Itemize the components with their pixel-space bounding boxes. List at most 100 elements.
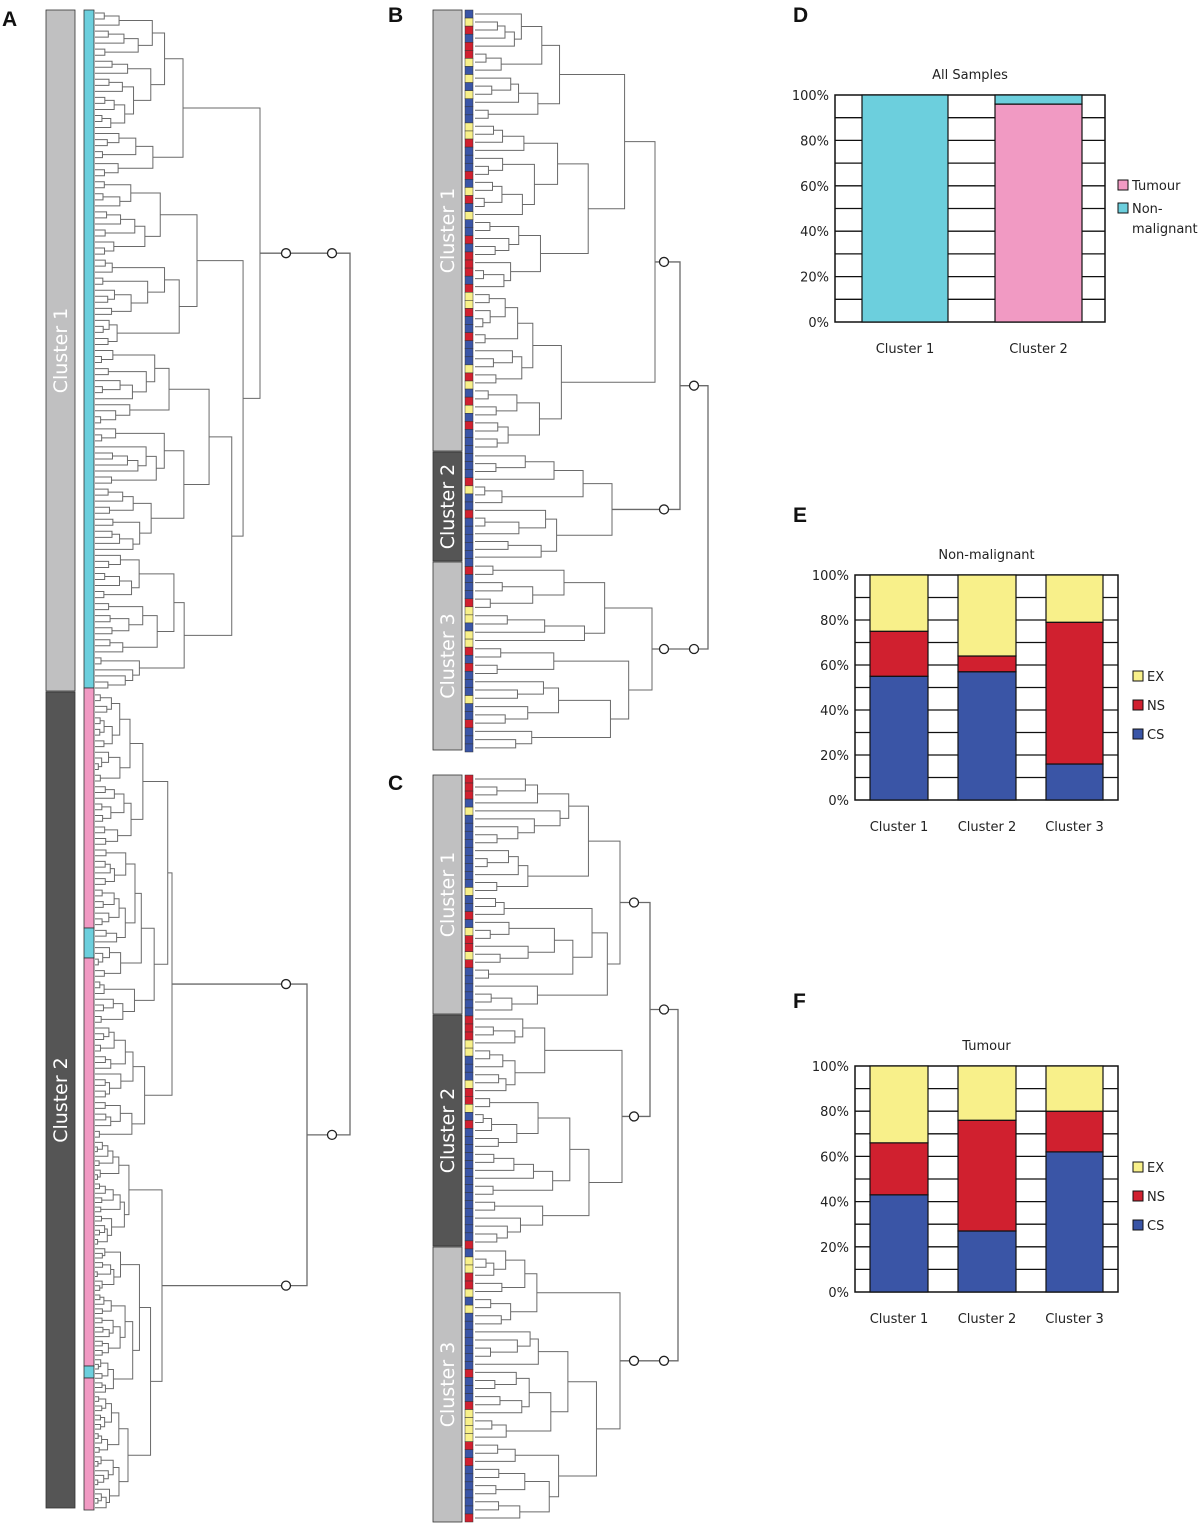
cluster-bar xyxy=(432,1246,463,1523)
cluster-bar xyxy=(45,9,76,692)
dendrogram-branch xyxy=(475,85,493,95)
y-tick-label: 60% xyxy=(800,180,829,195)
y-tick-label: 80% xyxy=(800,134,829,149)
leaf-group-tumour xyxy=(83,1377,95,1511)
dendrogram-branch xyxy=(95,1113,107,1121)
dendrogram-branch xyxy=(497,652,555,670)
dendrogram-branch xyxy=(475,374,497,384)
dendrogram-branch xyxy=(95,1460,99,1467)
dendrogram-branch xyxy=(515,1454,560,1498)
dendrogram-branch xyxy=(95,1027,110,1038)
dendrogram-branch xyxy=(95,455,128,466)
dendrogram-branch xyxy=(95,717,101,725)
dendrogram-branch xyxy=(490,586,534,604)
cluster-bar xyxy=(432,774,463,1015)
dendrogram-branch xyxy=(95,554,121,565)
cluster-bar xyxy=(432,1014,463,1247)
x-tick-label: Cluster 1 xyxy=(876,342,935,357)
dendrogram-branch xyxy=(105,218,136,234)
dendrogram-branch xyxy=(475,997,513,1011)
chart-title: Tumour xyxy=(961,1039,1011,1054)
legend-swatch-ns xyxy=(1132,1190,1144,1202)
dendrogram-branch xyxy=(475,294,490,304)
dendrogram-branch xyxy=(475,1185,494,1195)
y-tick-label: 100% xyxy=(792,89,829,104)
dendrogram-branch xyxy=(95,603,110,611)
y-tick-label: 100% xyxy=(812,569,849,584)
cluster-bar xyxy=(432,9,463,452)
dendrogram-branch xyxy=(95,1079,106,1086)
dendrogram-branch xyxy=(475,57,502,71)
panel-label-f: F xyxy=(793,990,806,1013)
dendrogram-branch xyxy=(95,1174,98,1180)
dendrogram-branch xyxy=(103,725,113,745)
bar-segment-cs xyxy=(869,675,929,801)
dendrogram-branch xyxy=(95,1396,100,1402)
dendrogram-branch xyxy=(501,26,543,65)
dendrogram-branch xyxy=(475,1225,508,1239)
dendrogram-branch xyxy=(475,1262,495,1276)
dendrogram-branch xyxy=(475,1054,504,1068)
node-marker xyxy=(280,978,292,990)
dendrogram-branch xyxy=(100,697,112,710)
x-tick-label: Cluster 2 xyxy=(958,820,1017,835)
dendrogram-branch xyxy=(475,784,539,804)
dendrogram-branch xyxy=(117,802,132,837)
dendrogram-branch xyxy=(104,38,139,53)
sample-leaf xyxy=(464,1513,474,1523)
node-marker xyxy=(280,1280,292,1291)
legend-label-non-malignant: Non- xyxy=(1132,202,1163,217)
dendrogram-branch xyxy=(475,109,489,119)
dendrogram-branch xyxy=(118,145,154,169)
dendrogram-branch xyxy=(485,307,519,340)
dendrogram-branch xyxy=(95,1326,104,1333)
dendrogram-branch xyxy=(97,1264,112,1275)
cluster-label: Cluster 1 xyxy=(50,308,72,394)
bar-segment-ns xyxy=(869,1142,929,1196)
legend-label-ex: EX xyxy=(1147,670,1164,685)
dendrogram-branch xyxy=(118,1428,129,1483)
dendrogram-branch xyxy=(95,642,124,653)
y-tick-label: 80% xyxy=(820,1105,849,1120)
dendrogram-branch xyxy=(475,1420,493,1430)
dendrogram-branch xyxy=(120,1051,134,1082)
dendrogram-branch xyxy=(111,1305,126,1338)
dendrogram-branch xyxy=(102,892,115,906)
dendrogram-branch xyxy=(95,675,126,686)
y-tick-label: 100% xyxy=(812,1060,849,1075)
dendrogram-branch xyxy=(95,1130,100,1138)
panel-label-d: D xyxy=(793,4,809,27)
dendrogram-branch xyxy=(127,1306,152,1456)
dendrogram-branch xyxy=(95,151,103,159)
dendrogram-branch xyxy=(475,856,519,876)
dendrogram-branch xyxy=(95,1493,102,1502)
cluster-label: Cluster 2 xyxy=(437,464,459,550)
dendrogram-branch xyxy=(120,892,142,964)
dendrogram-branch xyxy=(475,83,520,103)
node-marker xyxy=(688,380,700,391)
dendrogram-branch xyxy=(160,214,198,308)
dendrogram-branch xyxy=(95,214,122,225)
dendrogram-branch xyxy=(506,1392,552,1432)
dendrogram-branch xyxy=(475,739,517,749)
dendrogram-branch xyxy=(510,1273,538,1313)
node-marker xyxy=(658,256,670,268)
dendrogram-branch xyxy=(95,705,108,713)
dendrogram-branch xyxy=(102,280,149,304)
dendrogram-branch xyxy=(95,380,121,391)
cluster-label: Cluster 3 xyxy=(437,1342,459,1428)
y-tick-label: 0% xyxy=(828,1286,849,1301)
dendrogram-branch xyxy=(515,1027,546,1074)
dendrogram-branch xyxy=(95,1073,122,1089)
dendrogram-branch xyxy=(99,1438,109,1451)
dendrogram-branch xyxy=(475,969,490,979)
dendrogram-branch xyxy=(475,521,520,535)
dendrogram-branch xyxy=(112,267,166,293)
dendrogram-branch xyxy=(484,185,503,203)
dendrogram-branch xyxy=(120,1264,140,1351)
dendrogram-branch xyxy=(108,324,118,342)
dendrogram-branch xyxy=(111,702,121,736)
dendrogram-branch xyxy=(95,337,109,345)
bar-segment-cs xyxy=(1045,1151,1104,1293)
dendrogram-branch xyxy=(475,221,491,231)
